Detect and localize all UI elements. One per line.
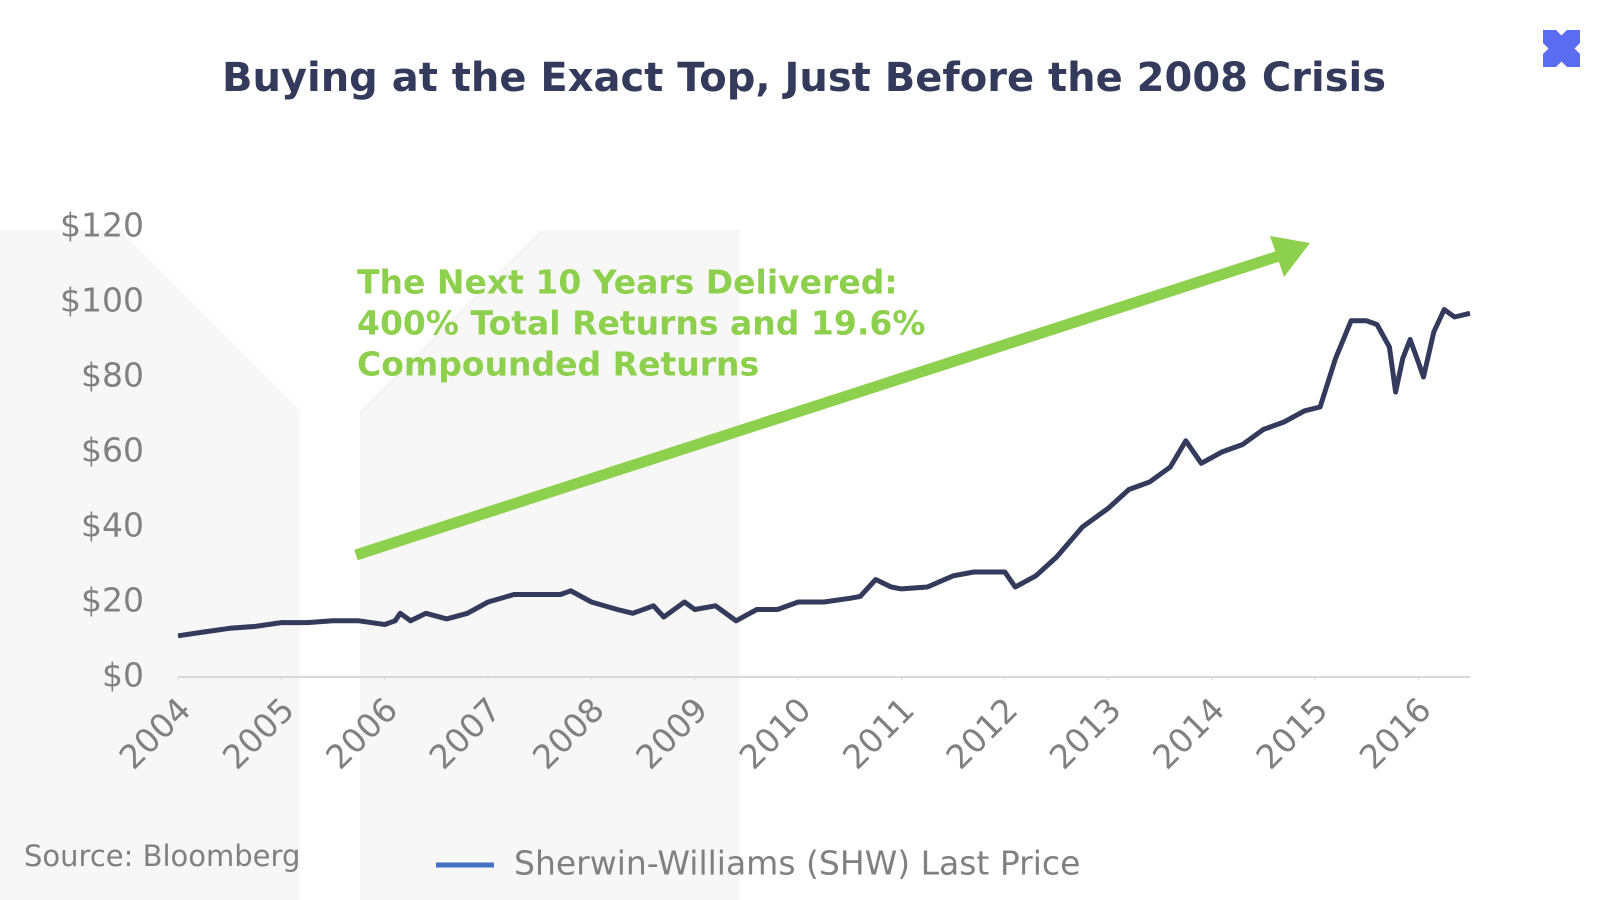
annotation: The Next 10 Years Delivered:	[357, 263, 898, 302]
annotation-arrow	[354, 248, 1287, 561]
source: Source: Bloomberg	[24, 839, 300, 873]
x-tick-label: 2010	[732, 690, 819, 777]
y-tick-label: $120	[60, 206, 144, 245]
y-tick-label: $40	[81, 506, 144, 545]
y-tick-label: $0	[102, 656, 144, 695]
y-tick-label: $80	[81, 356, 144, 395]
y-tick-label: $20	[81, 581, 144, 620]
price-line	[177, 307, 1471, 639]
x-tick-label: 2011	[835, 690, 922, 777]
annotation: 400% Total Returns and 19.6%	[357, 304, 925, 343]
x-tick-label: 2016	[1352, 690, 1439, 777]
logo	[1543, 30, 1580, 67]
annotation: Compounded Returns	[357, 345, 759, 384]
x-tick-label: 2015	[1248, 690, 1335, 777]
x-tick-label: 2014	[1145, 690, 1232, 777]
chart-title: Buying at the Exact Top, Just Before the…	[222, 55, 1386, 101]
annotation-arrowhead	[1270, 236, 1310, 277]
y-tick-label: $60	[81, 431, 144, 470]
background-shape	[0, 230, 740, 900]
x-tick-label: 2013	[1042, 690, 1129, 777]
x-tick-label: 2012	[938, 690, 1025, 777]
y-tick-label: $100	[60, 281, 144, 320]
legend-label: Sherwin-Williams (SHW) Last Price	[514, 844, 1080, 883]
